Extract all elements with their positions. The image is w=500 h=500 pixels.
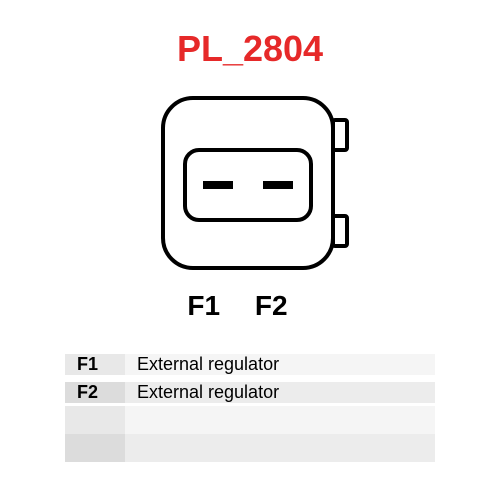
table-row: F1 External regulator (65, 350, 435, 378)
pin-slot-f2 (263, 181, 293, 189)
row-label: F2 (65, 382, 125, 403)
pin-label-f1: F1 (187, 290, 220, 322)
row-desc (125, 434, 435, 462)
pin-slot-f1 (203, 181, 233, 189)
row-desc: External regulator (125, 382, 435, 403)
row-desc (125, 406, 435, 434)
row-label (65, 434, 125, 462)
pin-label-f2: F2 (255, 290, 288, 322)
pin-description-table: F1 External regulator F2 External regula… (65, 350, 435, 462)
row-label: F1 (65, 354, 125, 375)
row-label (65, 406, 125, 434)
table-row (65, 434, 435, 462)
row-desc: External regulator (125, 354, 435, 375)
connector-diagram (155, 90, 355, 280)
table-row: F2 External regulator (65, 378, 435, 406)
table-row (65, 406, 435, 434)
pin-labels-row: F1 F2 (155, 290, 345, 322)
part-number-title: PL_2804 (0, 28, 500, 70)
